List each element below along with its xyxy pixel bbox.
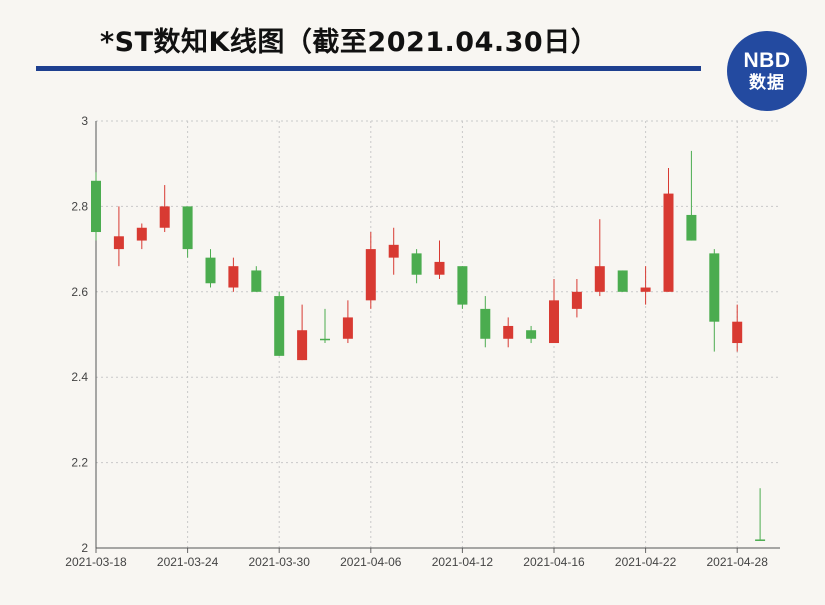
grid-lines <box>96 120 780 548</box>
candle-body <box>686 214 697 241</box>
candle <box>594 219 605 297</box>
candle-body <box>365 249 376 301</box>
candle <box>526 325 537 344</box>
candle-body <box>228 266 239 288</box>
x-tick-label: 2021-04-16 <box>523 555 585 569</box>
candle <box>434 240 445 279</box>
candle <box>503 317 514 348</box>
candle <box>228 257 239 292</box>
candle-body <box>388 244 399 258</box>
x-tick-label: 2021-03-30 <box>249 555 311 569</box>
candle-body <box>434 261 445 275</box>
candle <box>274 291 285 356</box>
candle <box>365 232 376 309</box>
candle <box>755 488 766 541</box>
y-axis-labels: 2 2.2 2.4 2.6 2.8 3 <box>71 114 88 555</box>
candle <box>205 249 216 288</box>
candle <box>113 206 124 267</box>
candle-body <box>274 296 285 356</box>
y-tick-label: 2.2 <box>71 456 88 470</box>
candle <box>640 266 651 305</box>
candle-body <box>159 206 170 228</box>
candle-body <box>297 330 308 361</box>
logo-text-nbd: NBD <box>743 49 791 72</box>
candle-body <box>182 206 193 250</box>
x-tick-label: 2021-03-18 <box>65 555 127 569</box>
y-tick-label: 3 <box>81 114 88 128</box>
candle-body <box>136 227 147 241</box>
x-tick-label: 2021-03-24 <box>157 555 219 569</box>
nbd-logo: NBD 数据 <box>727 31 807 111</box>
candle <box>297 304 308 361</box>
candle-body <box>251 270 262 292</box>
candle-body <box>91 180 101 233</box>
candle <box>732 304 743 352</box>
candle-body <box>549 300 559 344</box>
candle-body <box>205 257 216 284</box>
y-tick-label: 2 <box>81 541 88 555</box>
candle-body <box>709 253 720 322</box>
candle-body <box>526 330 537 339</box>
candle <box>342 300 353 344</box>
candle <box>480 296 491 348</box>
candle-body <box>113 236 124 250</box>
candle-body <box>617 270 628 292</box>
y-tick-label: 2.8 <box>71 199 88 213</box>
candle-body <box>663 193 674 292</box>
x-tick-label: 2021-04-06 <box>340 555 402 569</box>
candle-body <box>342 317 353 339</box>
candle <box>411 249 422 284</box>
candle-body <box>480 308 491 339</box>
candle-body <box>755 539 766 541</box>
candle <box>182 206 193 258</box>
candle-body <box>594 266 605 292</box>
candles <box>91 150 766 541</box>
candle-body <box>320 338 330 341</box>
logo-text-data: 数据 <box>749 73 785 93</box>
candle <box>663 167 674 292</box>
candle <box>457 266 468 309</box>
x-axis-labels: 2021-03-18 2021-03-24 2021-03-30 2021-04-06… <box>65 555 768 569</box>
x-tick-label: 2021-04-12 <box>432 555 494 569</box>
candle-body <box>411 253 422 275</box>
title-underline <box>36 66 701 71</box>
candle <box>91 172 101 241</box>
chart-title: *ST数知K线图（截至2021.04.30日） <box>100 27 599 58</box>
candle <box>159 185 170 233</box>
candle <box>251 266 262 292</box>
x-tick-label: 2021-04-28 <box>707 555 769 569</box>
candle <box>617 270 628 292</box>
candle <box>571 278 582 318</box>
candle <box>388 227 399 275</box>
candle <box>136 223 147 250</box>
candle <box>320 308 330 344</box>
candle <box>709 249 720 352</box>
candle-body <box>640 287 651 292</box>
candle-body <box>732 321 743 344</box>
y-tick-label: 2.6 <box>71 285 88 299</box>
candle <box>549 278 559 344</box>
candle-body <box>457 266 468 305</box>
y-tick-label: 2.4 <box>71 370 88 384</box>
candle-body <box>503 325 514 339</box>
candle-body <box>571 291 582 309</box>
x-tick-label: 2021-04-22 <box>615 555 677 569</box>
axes <box>95 121 780 553</box>
candle <box>686 150 697 241</box>
